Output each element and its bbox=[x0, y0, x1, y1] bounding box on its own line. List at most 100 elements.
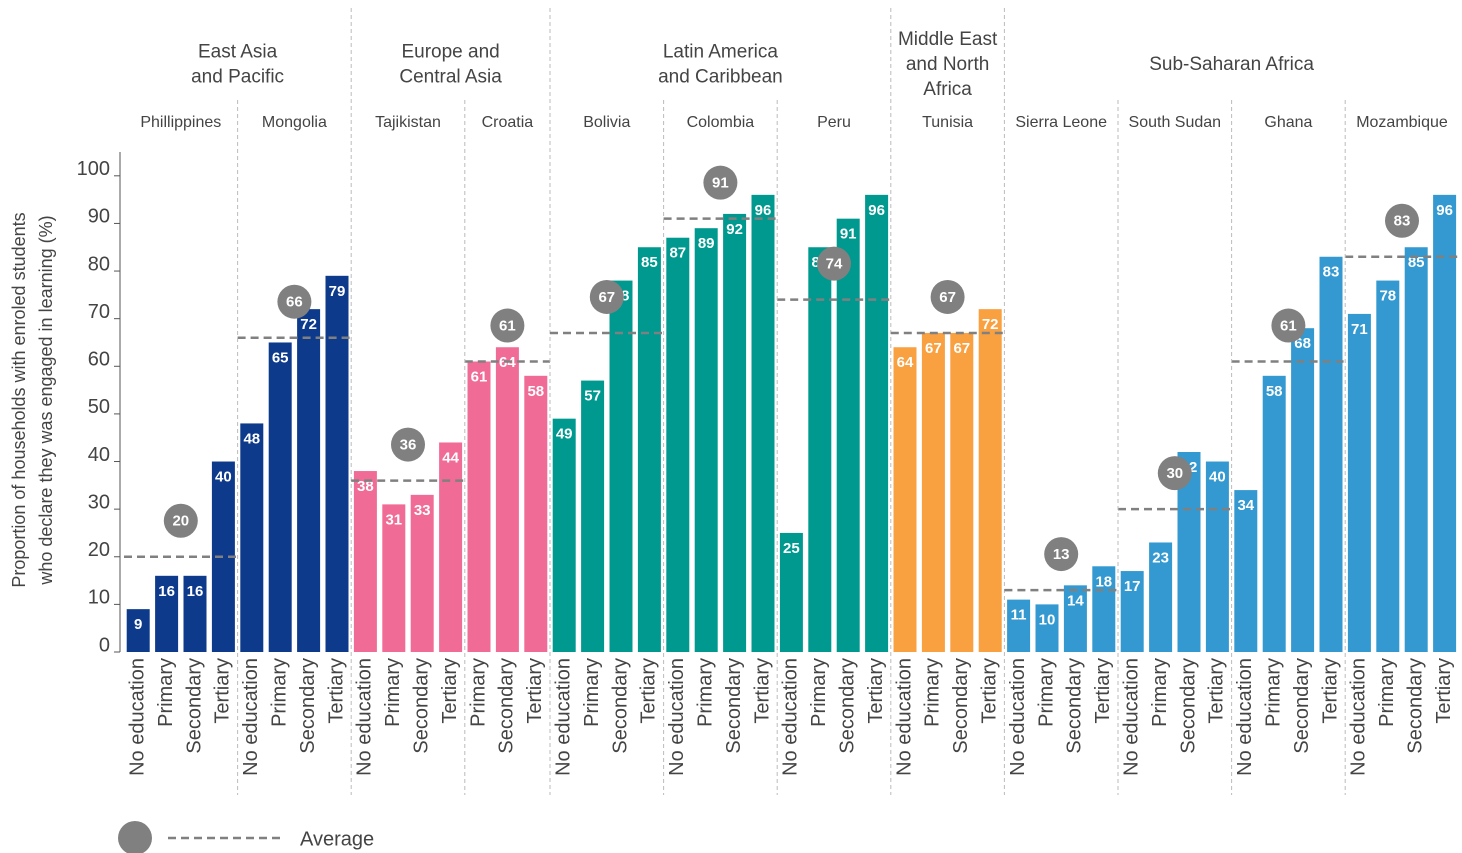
average-label: 91 bbox=[712, 175, 729, 192]
value-label: 49 bbox=[556, 426, 573, 443]
y-tick-label: 10 bbox=[88, 587, 110, 609]
value-label: 11 bbox=[1011, 607, 1027, 624]
bar bbox=[1291, 328, 1315, 652]
y-tick-label: 30 bbox=[88, 491, 110, 513]
x-tick-label: Secondary bbox=[183, 658, 205, 754]
bar bbox=[1092, 566, 1116, 652]
x-tick-label: Tertiary bbox=[865, 658, 887, 724]
country-label: Mongolia bbox=[262, 114, 327, 131]
value-label: 58 bbox=[527, 383, 544, 400]
y-tick-label: 60 bbox=[88, 349, 110, 371]
value-label: 78 bbox=[1379, 288, 1396, 305]
bar bbox=[297, 309, 321, 652]
x-tick-label: Secondary bbox=[1064, 658, 1086, 754]
value-label: 96 bbox=[755, 202, 772, 219]
y-tick-label: 70 bbox=[88, 301, 110, 323]
x-tick-label: Primary bbox=[694, 658, 716, 727]
x-tick-label: Tertiary bbox=[325, 658, 347, 724]
value-label: 64 bbox=[897, 354, 914, 371]
value-label: 34 bbox=[1237, 497, 1254, 514]
bar bbox=[978, 309, 1002, 652]
average-label: 13 bbox=[1053, 546, 1070, 563]
bar bbox=[439, 442, 463, 652]
x-tick-label: Secondary bbox=[496, 658, 518, 754]
bar bbox=[751, 194, 775, 652]
x-tick-label: Primary bbox=[1149, 658, 1171, 727]
bar bbox=[1177, 452, 1201, 652]
average-marker bbox=[930, 279, 965, 314]
x-tick-label: Tertiary bbox=[1433, 658, 1455, 724]
region-label: Sub-Saharan Africa bbox=[1149, 54, 1314, 75]
x-tick-label: No education bbox=[1234, 658, 1256, 776]
bar bbox=[836, 218, 860, 652]
x-tick-label: No education bbox=[780, 658, 802, 776]
bar bbox=[1347, 313, 1371, 652]
value-label: 9 bbox=[134, 616, 142, 633]
x-tick-label: Tertiary bbox=[1092, 658, 1114, 724]
bar bbox=[1433, 194, 1457, 652]
x-tick-label: Tertiary bbox=[1319, 658, 1341, 724]
average-marker bbox=[1044, 537, 1079, 572]
x-tick-label: No education bbox=[1348, 658, 1370, 776]
bar bbox=[723, 213, 747, 652]
value-label: 48 bbox=[243, 430, 260, 447]
average-label: 74 bbox=[826, 256, 843, 273]
bar bbox=[581, 380, 605, 652]
x-tick-label: Secondary bbox=[1291, 658, 1313, 754]
x-tick-label: Primary bbox=[808, 658, 830, 727]
value-label: 79 bbox=[329, 283, 346, 300]
x-tick-label: Primary bbox=[467, 658, 489, 727]
region-label: Central Asia bbox=[399, 67, 502, 88]
x-tick-label: Primary bbox=[1035, 658, 1057, 727]
value-label: 89 bbox=[698, 235, 715, 252]
x-tick-label: Secondary bbox=[836, 658, 858, 754]
bar bbox=[126, 609, 150, 652]
value-label: 25 bbox=[783, 540, 800, 557]
country-label: Ghana bbox=[1264, 114, 1312, 131]
average-marker bbox=[163, 503, 198, 538]
average-marker bbox=[817, 246, 851, 281]
value-label: 23 bbox=[1152, 549, 1169, 566]
average-marker bbox=[277, 284, 312, 319]
value-label: 67 bbox=[925, 340, 942, 357]
bar bbox=[524, 375, 548, 652]
bar bbox=[1063, 585, 1087, 652]
x-tick-label: Secondary bbox=[723, 658, 745, 754]
bar bbox=[410, 494, 434, 652]
country-label: Phillippines bbox=[140, 114, 221, 131]
region-label: Africa bbox=[923, 79, 972, 100]
value-label: 17 bbox=[1124, 578, 1141, 595]
average-label: 20 bbox=[172, 513, 189, 530]
bar bbox=[495, 347, 519, 652]
value-label: 16 bbox=[158, 583, 175, 600]
y-axis-title: who declare they was engaged in learning… bbox=[36, 215, 56, 585]
y-tick-label: 20 bbox=[88, 539, 110, 561]
value-label: 92 bbox=[726, 221, 743, 238]
average-label: 30 bbox=[1166, 465, 1183, 482]
value-label: 68 bbox=[1294, 335, 1311, 352]
region-label: Europe and bbox=[401, 42, 499, 63]
value-label: 61 bbox=[471, 368, 488, 385]
value-label: 44 bbox=[442, 449, 459, 466]
bar bbox=[1262, 375, 1286, 652]
country-label: Bolivia bbox=[583, 114, 630, 131]
x-tick-label: Secondary bbox=[609, 658, 631, 754]
region-label: Middle East bbox=[898, 29, 998, 50]
x-tick-label: No education bbox=[1120, 658, 1142, 776]
bar bbox=[353, 471, 377, 652]
bar bbox=[1319, 256, 1343, 652]
country-label: Sierra Leone bbox=[1015, 114, 1107, 131]
y-axis-title: Proportion of households with enroled st… bbox=[9, 212, 29, 587]
x-tick-label: Primary bbox=[581, 658, 603, 727]
x-tick-label: Primary bbox=[922, 658, 944, 727]
y-tick-label: 80 bbox=[88, 253, 110, 275]
x-tick-label: Primary bbox=[268, 658, 290, 727]
value-label: 96 bbox=[1436, 202, 1453, 219]
x-tick-label: Secondary bbox=[1404, 658, 1426, 754]
x-tick-label: No education bbox=[666, 658, 688, 776]
x-tick-label: Secondary bbox=[1177, 658, 1199, 754]
value-label: 40 bbox=[215, 468, 232, 485]
average-label: 83 bbox=[1394, 213, 1411, 230]
average-marker bbox=[490, 308, 525, 343]
